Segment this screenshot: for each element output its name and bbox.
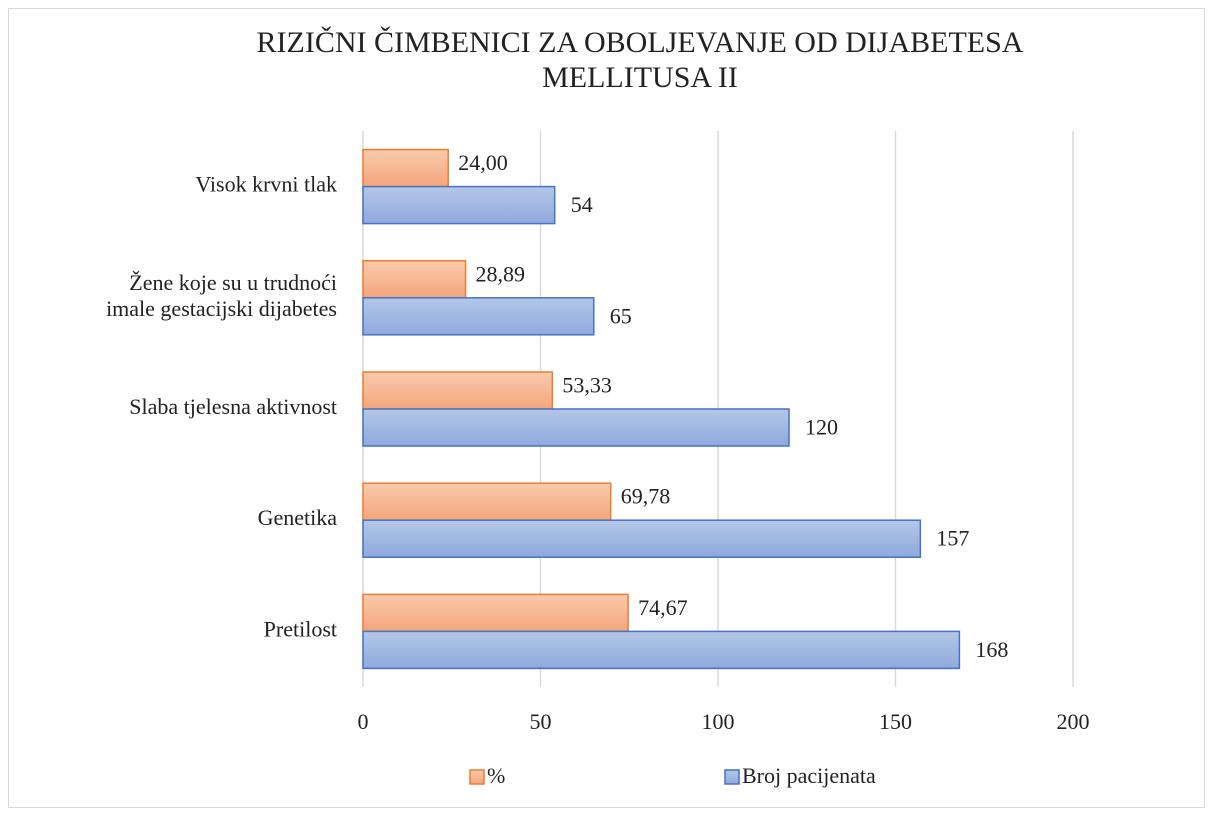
data-label: 120 (805, 415, 838, 440)
data-label: 28,89 (476, 261, 526, 286)
y-tick-label: Pretilost (264, 616, 337, 641)
legend-swatch (469, 769, 485, 785)
bar (362, 593, 629, 633)
chart-border (8, 8, 1205, 808)
x-tick-label: 150 (879, 709, 912, 734)
legend-label: Broj pacijenata (742, 763, 876, 788)
data-label: 53,33 (562, 373, 612, 398)
legend-swatch (724, 769, 740, 785)
bar (362, 482, 612, 521)
data-label: 74,67 (638, 595, 688, 620)
x-tick-label: 50 (530, 709, 552, 734)
y-tick-label: Slaba tjelesna aktivnost (129, 394, 337, 419)
x-tick-label: 0 (358, 709, 369, 734)
bar (362, 371, 554, 410)
y-tick-label: Visok krvni tlak (195, 172, 337, 197)
bar (362, 408, 790, 447)
data-label: 157 (936, 526, 969, 551)
data-label: 54 (571, 192, 593, 217)
legend-label: % (487, 763, 505, 788)
bar (362, 260, 467, 299)
bar (362, 519, 922, 558)
y-tick-label: Genetika (258, 505, 338, 530)
data-label: 24,00 (458, 150, 508, 175)
bar (362, 630, 961, 670)
bar (362, 148, 449, 188)
data-label: 168 (975, 637, 1008, 662)
data-label: 69,78 (621, 484, 671, 509)
y-tick-label: Žene koje su u trudnoći imale gestacijski… (106, 270, 337, 321)
data-label: 65 (610, 303, 632, 328)
chart-title: RIZIČNI ČIMBENICI ZA OBOLJEVANJE OD DIJA… (257, 26, 1024, 94)
bar (362, 185, 556, 225)
x-tick-label: 200 (1057, 709, 1090, 734)
x-tick-label: 100 (702, 709, 735, 734)
bar (362, 297, 595, 336)
